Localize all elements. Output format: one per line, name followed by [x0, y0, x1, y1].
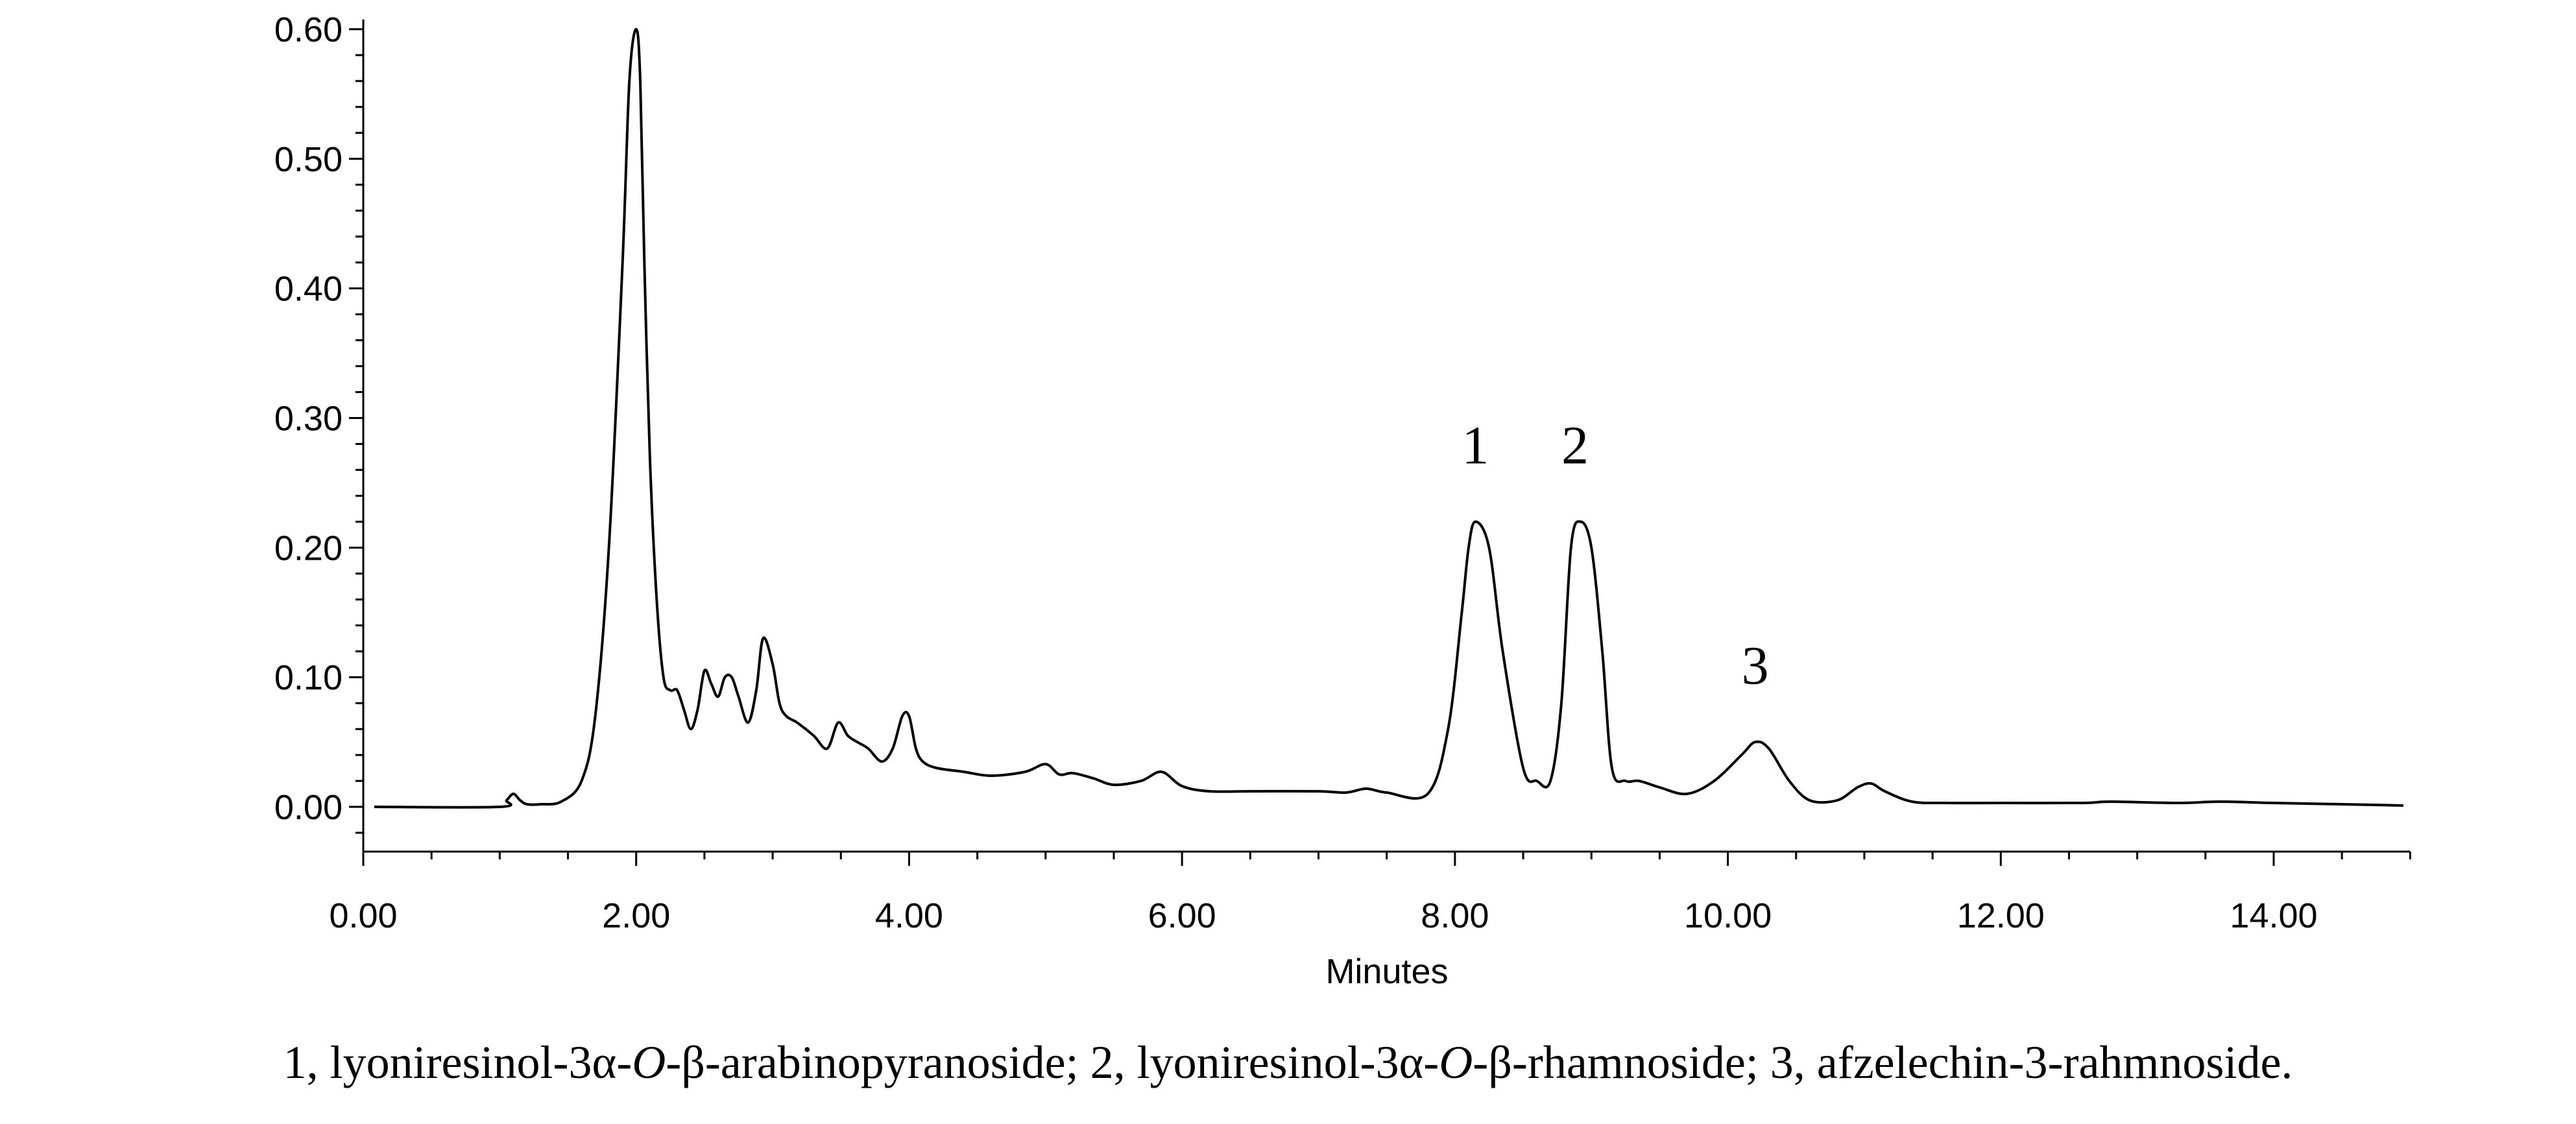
x-tick-label: 10.00 — [1684, 896, 1772, 935]
x-tick-label: 12.00 — [1957, 896, 2045, 935]
x-tick-label: 4.00 — [875, 896, 943, 935]
y-tick-label: 0.10 — [274, 658, 343, 697]
y-tick-label: 0.50 — [274, 140, 343, 179]
chart-axes — [362, 19, 2410, 853]
y-tick-label: 0.20 — [274, 529, 343, 568]
x-tick-label: 14.00 — [2230, 896, 2317, 935]
chart-tick-labels: 0.00 2.00 4.00 6.00 8.00 10.00 12.00 14.00 0.00 0… — [274, 10, 2318, 935]
caption-part: -β-arabinopyranoside; 2, lyoniresinol-3α… — [666, 1036, 1439, 1088]
chromatogram-trace — [374, 28, 2403, 809]
x-tick-label: 8.00 — [1421, 896, 1489, 935]
peak-label-3: 3 — [1742, 636, 1769, 696]
x-tick-label: 6.00 — [1148, 896, 1216, 935]
y-tick-label: 0.60 — [274, 10, 343, 49]
y-tick-label: 0.40 — [274, 270, 343, 309]
peak-annotations: 1 2 3 — [1462, 415, 1768, 696]
caption-part: O — [1439, 1036, 1473, 1088]
figure-caption: 1, lyoniresinol-3α-O-β-arabinopyranoside… — [0, 1039, 2576, 1086]
y-tick-label: 0.30 — [274, 400, 343, 438]
peak-label-1: 1 — [1462, 415, 1489, 475]
x-axis-label: Minutes — [1325, 952, 1448, 991]
peak-label-2: 2 — [1561, 415, 1589, 475]
caption-part: O — [632, 1036, 666, 1088]
y-tick-label: 0.00 — [274, 788, 343, 827]
x-tick-label: 2.00 — [602, 896, 670, 935]
chart-ticks — [349, 28, 2411, 866]
caption-part: -β-rhamnoside; 3, afzelechin-3-rahmnosid… — [1473, 1036, 2293, 1088]
x-tick-label: 0.00 — [329, 896, 397, 935]
caption-part: 1, lyoniresinol-3α- — [283, 1036, 632, 1088]
